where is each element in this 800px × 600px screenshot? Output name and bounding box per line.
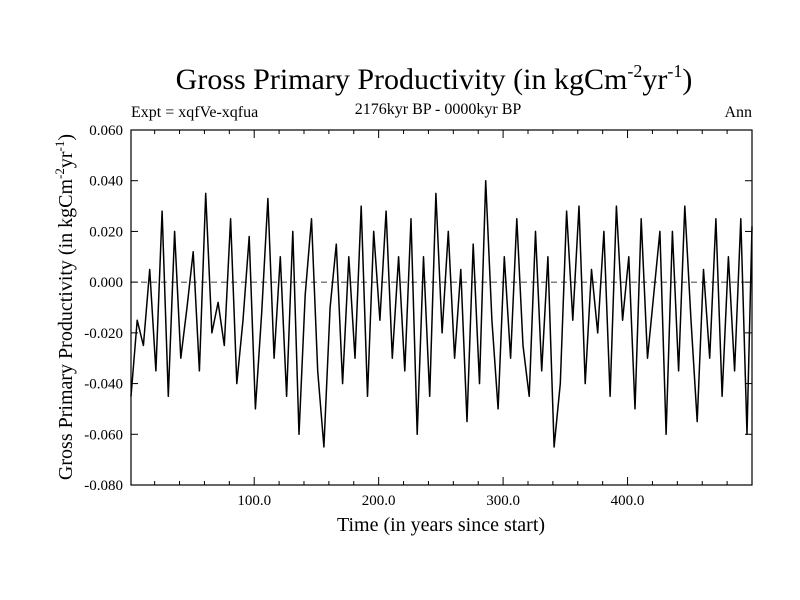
y-axis-label-text: Gross Primary Productivity (in kgCm — [55, 179, 77, 481]
title-text-mid: yr — [642, 63, 667, 96]
y-tick-label: 0.000 — [89, 275, 123, 291]
x-axis-label: Time (in years since start) — [337, 514, 545, 536]
x-axis-ticks: 100.0 200.0 300.0 400.0 — [154, 130, 728, 509]
subtitle-season: Ann — [724, 104, 752, 121]
y-tick-label: 0.040 — [89, 174, 123, 190]
title-text: Gross Primary Productivity (in kgCm — [176, 63, 628, 96]
y-axis-label-text-end: ) — [55, 134, 77, 141]
title-superscript-1: -2 — [627, 61, 642, 81]
title-superscript-2: -1 — [667, 61, 682, 81]
y-axis-label: Gross Primary Productivity (in kgCm-2yr-… — [52, 134, 77, 480]
x-tick-label: 100.0 — [237, 493, 271, 509]
y-axis-label-text-mid: yr — [55, 151, 77, 168]
y-tick-label: 0.020 — [89, 224, 123, 240]
y-tick-label: -0.020 — [84, 326, 123, 342]
x-tick-label: 200.0 — [362, 493, 396, 509]
y-tick-label: -0.060 — [84, 427, 123, 443]
y-tick-label: -0.040 — [84, 377, 123, 393]
y-tick-label: -0.080 — [84, 478, 123, 494]
x-tick-label: 300.0 — [486, 493, 520, 509]
y-axis-label-superscript-2: -1 — [52, 141, 67, 152]
title-text-end: ) — [682, 63, 692, 96]
gpp-series-line — [130, 179, 753, 448]
y-axis-ticks: 0.060 0.040 0.020 0.000 -0.020 -0.040 -0.060 -0… — [84, 123, 752, 494]
chart-title: Gross Primary Productivity (in kgCm-2yr-… — [176, 61, 693, 96]
subtitle-period: 2176kyr BP - 0000kyr BP — [355, 101, 522, 118]
y-axis-label-superscript-1: -2 — [52, 168, 67, 179]
subtitle-experiment: Expt = xqfVe-xqfua — [131, 104, 258, 121]
x-tick-label: 400.0 — [611, 493, 645, 509]
plot-frame — [130, 129, 753, 486]
y-tick-label: 0.060 — [89, 123, 123, 139]
